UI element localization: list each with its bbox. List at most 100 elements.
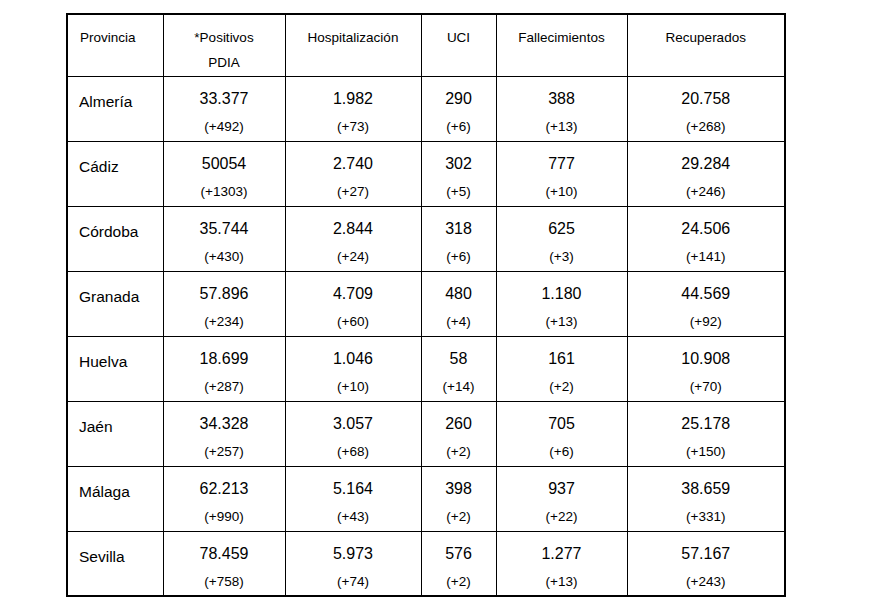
fallecimientos-delta: (+2) — [497, 377, 627, 397]
positivos-delta: (+430) — [164, 247, 285, 267]
hospitalizacion-delta: (+10) — [286, 377, 421, 397]
header-uci-label: UCI — [422, 25, 496, 50]
header-row: Provincia *Positivos PDIA Hospitalizació… — [67, 14, 785, 76]
hospitalizacion-cell: 4.709 (+60) — [285, 271, 421, 336]
fallecimientos-value: 705 — [497, 412, 627, 435]
header-positivos-pdia: *Positivos PDIA — [163, 14, 285, 76]
positivos-value: 78.459 — [164, 542, 285, 565]
uci-value: 302 — [422, 152, 496, 175]
fallecimientos-delta: (+10) — [497, 182, 627, 202]
recuperados-delta: (+150) — [628, 442, 785, 462]
uci-delta: (+2) — [422, 442, 496, 462]
fallecimientos-value: 388 — [497, 87, 627, 110]
uci-value: 576 — [422, 542, 496, 565]
uci-value: 290 — [422, 87, 496, 110]
hospitalizacion-delta: (+43) — [286, 507, 421, 527]
province-cell: Granada — [67, 271, 163, 336]
recuperados-value: 44.569 — [628, 282, 785, 305]
hospitalizacion-delta: (+60) — [286, 312, 421, 332]
recuperados-value: 57.167 — [628, 542, 785, 565]
fallecimientos-value: 777 — [497, 152, 627, 175]
recuperados-value: 29.284 — [628, 152, 785, 175]
recuperados-cell: 20.758 (+268) — [627, 76, 785, 141]
recuperados-cell: 29.284 (+246) — [627, 141, 785, 206]
fallecimientos-delta: (+13) — [497, 117, 627, 137]
hospitalizacion-cell: 3.057 (+68) — [285, 401, 421, 466]
fallecimientos-cell: 1.277 (+13) — [496, 531, 627, 596]
positivos-delta: (+257) — [164, 442, 285, 462]
document-page: Provincia *Positivos PDIA Hospitalizació… — [0, 0, 872, 616]
hospitalizacion-cell: 2.740 (+27) — [285, 141, 421, 206]
uci-value: 58 — [422, 347, 496, 370]
uci-value: 318 — [422, 217, 496, 240]
hospitalizacion-delta: (+24) — [286, 247, 421, 267]
hospitalizacion-value: 2.844 — [286, 217, 421, 240]
recuperados-delta: (+331) — [628, 507, 785, 527]
positivos-cell: 18.699 (+287) — [163, 336, 285, 401]
uci-delta: (+2) — [422, 572, 496, 592]
hospitalizacion-value: 5.164 — [286, 477, 421, 500]
hospitalizacion-cell: 5.973 (+74) — [285, 531, 421, 596]
positivos-cell: 57.896 (+234) — [163, 271, 285, 336]
province-cell: Córdoba — [67, 206, 163, 271]
positivos-value: 50054 — [164, 152, 285, 175]
uci-cell: 290 (+6) — [421, 76, 496, 141]
uci-cell: 58 (+14) — [421, 336, 496, 401]
positivos-value: 62.213 — [164, 477, 285, 500]
province-name: Córdoba — [79, 223, 138, 240]
positivos-value: 57.896 — [164, 282, 285, 305]
header-positivos-line2: PDIA — [164, 50, 285, 75]
province-name: Málaga — [79, 483, 130, 500]
uci-cell: 318 (+6) — [421, 206, 496, 271]
fallecimientos-cell: 161 (+2) — [496, 336, 627, 401]
fallecimientos-value: 625 — [497, 217, 627, 240]
hospitalizacion-value: 2.740 — [286, 152, 421, 175]
positivos-value: 33.377 — [164, 87, 285, 110]
recuperados-delta: (+268) — [628, 117, 785, 137]
province-name: Huelva — [79, 353, 127, 370]
uci-cell: 260 (+2) — [421, 401, 496, 466]
positivos-cell: 35.744 (+430) — [163, 206, 285, 271]
fallecimientos-delta: (+3) — [497, 247, 627, 267]
fallecimientos-cell: 705 (+6) — [496, 401, 627, 466]
header-hospitalizacion: Hospitalización — [285, 14, 421, 76]
hospitalizacion-delta: (+68) — [286, 442, 421, 462]
uci-value: 480 — [422, 282, 496, 305]
hospitalizacion-delta: (+27) — [286, 182, 421, 202]
hospitalizacion-cell: 5.164 (+43) — [285, 466, 421, 531]
fallecimientos-delta: (+13) — [497, 312, 627, 332]
fallecimientos-value: 1.277 — [497, 542, 627, 565]
uci-delta: (+14) — [422, 377, 496, 397]
fallecimientos-cell: 1.180 (+13) — [496, 271, 627, 336]
uci-cell: 302 (+5) — [421, 141, 496, 206]
hospitalizacion-value: 4.709 — [286, 282, 421, 305]
hospitalizacion-value: 1.982 — [286, 87, 421, 110]
header-fallecimientos: Fallecimientos — [496, 14, 627, 76]
header-hospitalizacion-label: Hospitalización — [286, 25, 421, 50]
recuperados-delta: (+243) — [628, 572, 785, 592]
hospitalizacion-value: 5.973 — [286, 542, 421, 565]
recuperados-value: 25.178 — [628, 412, 785, 435]
table-row: Jaén 34.328 (+257) 3.057 (+68) 260 (+2) … — [67, 401, 785, 466]
recuperados-value: 38.659 — [628, 477, 785, 500]
uci-value: 398 — [422, 477, 496, 500]
recuperados-cell: 57.167 (+243) — [627, 531, 785, 596]
province-name: Sevilla — [79, 548, 125, 565]
table-row: Huelva 18.699 (+287) 1.046 (+10) 58 (+14… — [67, 336, 785, 401]
table-header: Provincia *Positivos PDIA Hospitalizació… — [67, 14, 785, 76]
table-row: Málaga 62.213 (+990) 5.164 (+43) 398 (+2… — [67, 466, 785, 531]
province-name: Granada — [79, 288, 139, 305]
hospitalizacion-cell: 1.046 (+10) — [285, 336, 421, 401]
header-positivos-line1: *Positivos — [164, 25, 285, 50]
recuperados-delta: (+70) — [628, 377, 785, 397]
province-name: Jaén — [79, 418, 113, 435]
uci-delta: (+2) — [422, 507, 496, 527]
recuperados-cell: 44.569 (+92) — [627, 271, 785, 336]
province-cell: Huelva — [67, 336, 163, 401]
recuperados-value: 20.758 — [628, 87, 785, 110]
positivos-delta: (+990) — [164, 507, 285, 527]
recuperados-delta: (+141) — [628, 247, 785, 267]
positivos-delta: (+234) — [164, 312, 285, 332]
uci-cell: 480 (+4) — [421, 271, 496, 336]
hospitalizacion-delta: (+73) — [286, 117, 421, 137]
